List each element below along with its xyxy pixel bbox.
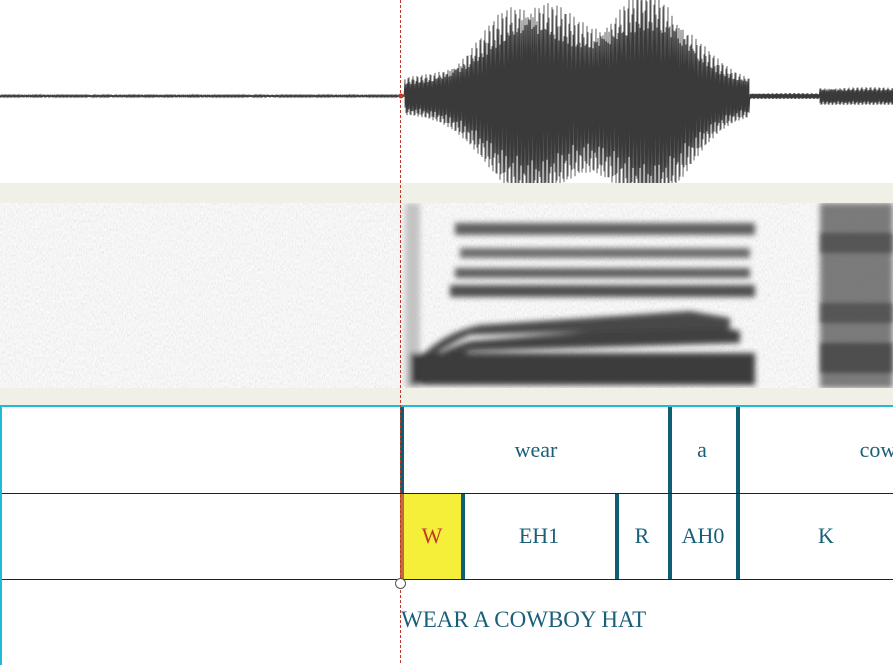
waveform-trace <box>0 0 893 205</box>
cursor-marker-dot <box>398 93 404 99</box>
tier-divider <box>2 493 893 494</box>
word-label-a[interactable]: a <box>697 437 707 462</box>
word-boundary[interactable] <box>400 407 404 493</box>
selected-phone-interval[interactable] <box>402 494 462 579</box>
word-boundary[interactable] <box>668 407 672 493</box>
word-label-cow[interactable]: cow <box>859 437 893 462</box>
phone-boundary[interactable] <box>400 494 404 579</box>
waveform-plot <box>0 0 893 205</box>
transcript-text[interactable]: WEAR A COWBOY HAT <box>401 607 647 632</box>
word-boundary[interactable] <box>736 407 740 493</box>
phone-boundary[interactable] <box>668 494 672 579</box>
phone-label-r[interactable]: R <box>634 523 650 548</box>
spectrogram-panel[interactable] <box>0 203 893 388</box>
waveform-panel[interactable] <box>0 0 893 205</box>
phone-boundary[interactable] <box>461 494 465 579</box>
panel-separator <box>0 183 893 203</box>
phone-label-ah0[interactable]: AH0 <box>681 523 725 548</box>
phone-label-eh1[interactable]: EH1 <box>518 523 560 548</box>
annotation-tiers[interactable]: wear a cow W EH1 R AH0 K <box>0 405 893 665</box>
spectrogram-plot <box>0 203 893 388</box>
phone-boundary[interactable] <box>615 494 619 579</box>
tier-divider <box>2 579 893 580</box>
phone-boundary[interactable] <box>736 494 740 579</box>
cursor-handle[interactable] <box>395 578 406 589</box>
panel-separator-2 <box>0 388 893 405</box>
phone-label-k[interactable]: K <box>818 523 834 548</box>
phone-label-w[interactable]: W <box>421 523 443 548</box>
word-label-wear[interactable]: wear <box>514 437 558 462</box>
